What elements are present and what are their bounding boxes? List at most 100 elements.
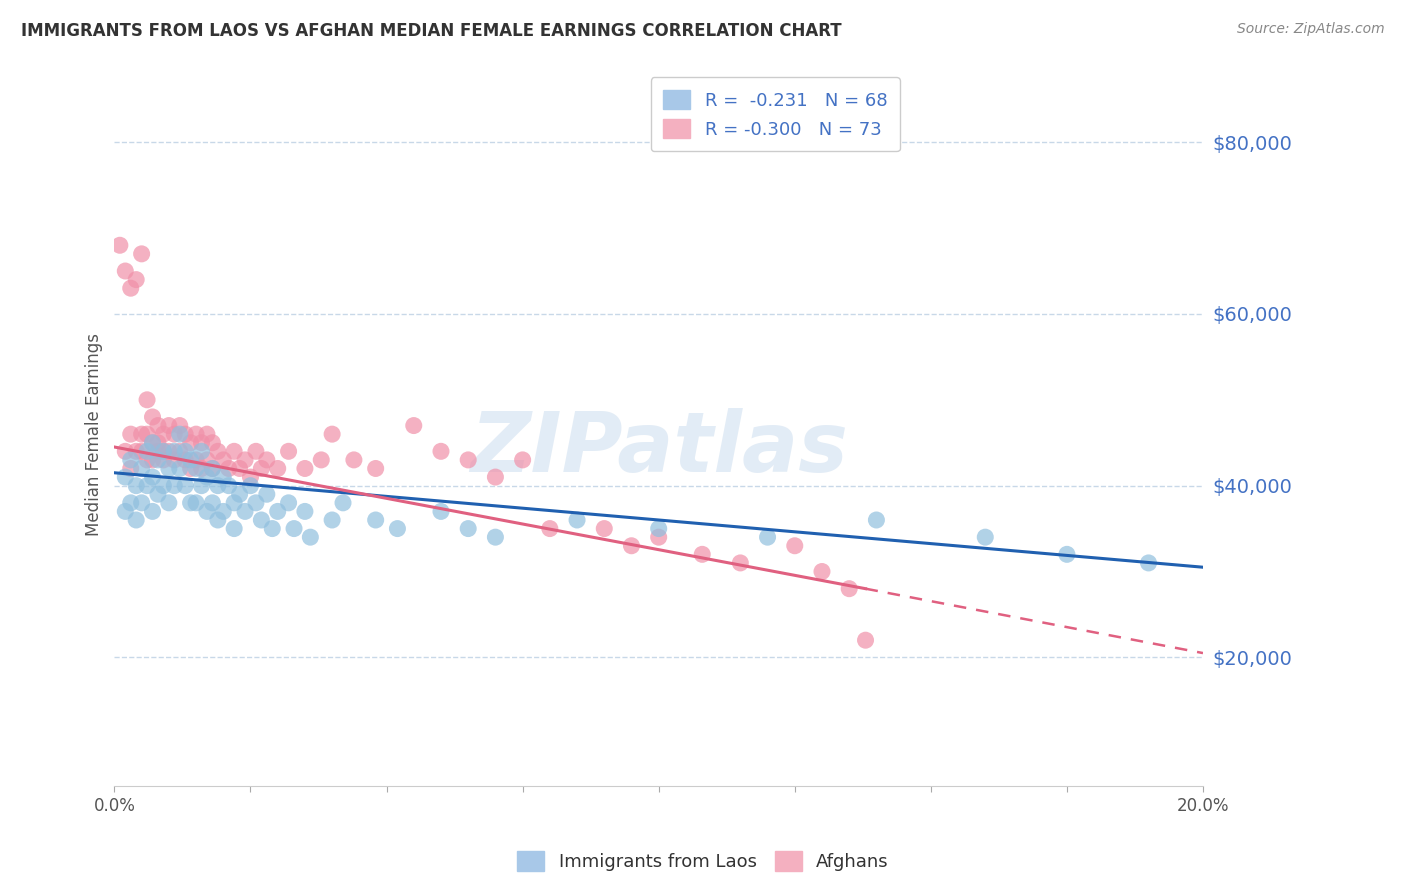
Point bbox=[239, 470, 262, 484]
Point bbox=[201, 461, 224, 475]
Point bbox=[402, 418, 425, 433]
Point bbox=[224, 496, 246, 510]
Point bbox=[125, 478, 148, 492]
Point bbox=[811, 565, 834, 579]
Point bbox=[195, 470, 218, 484]
Point bbox=[783, 539, 806, 553]
Point bbox=[228, 487, 250, 501]
Point bbox=[141, 470, 163, 484]
Point bbox=[184, 496, 207, 510]
Point bbox=[262, 522, 284, 536]
Point bbox=[146, 444, 169, 458]
Point bbox=[169, 444, 191, 458]
Point bbox=[190, 478, 212, 492]
Point bbox=[146, 487, 169, 501]
Point bbox=[245, 496, 267, 510]
Point bbox=[838, 582, 860, 596]
Point bbox=[228, 461, 250, 475]
Point bbox=[120, 281, 142, 295]
Point bbox=[120, 427, 142, 442]
Point bbox=[157, 461, 180, 475]
Point bbox=[299, 530, 322, 544]
Point bbox=[201, 435, 224, 450]
Point bbox=[294, 504, 316, 518]
Point bbox=[224, 522, 246, 536]
Point bbox=[364, 461, 387, 475]
Y-axis label: Median Female Earnings: Median Female Earnings bbox=[86, 333, 103, 536]
Point bbox=[190, 435, 212, 450]
Point bbox=[180, 461, 202, 475]
Point bbox=[212, 470, 235, 484]
Point bbox=[163, 478, 186, 492]
Point bbox=[125, 513, 148, 527]
Text: IMMIGRANTS FROM LAOS VS AFGHAN MEDIAN FEMALE EARNINGS CORRELATION CHART: IMMIGRANTS FROM LAOS VS AFGHAN MEDIAN FE… bbox=[21, 22, 842, 40]
Point bbox=[974, 530, 997, 544]
Point bbox=[108, 238, 131, 252]
Point bbox=[321, 427, 343, 442]
Point bbox=[136, 427, 159, 442]
Point bbox=[218, 478, 240, 492]
Point bbox=[152, 427, 174, 442]
Point bbox=[169, 427, 191, 442]
Point bbox=[125, 444, 148, 458]
Point bbox=[141, 504, 163, 518]
Point bbox=[647, 530, 669, 544]
Point bbox=[430, 504, 453, 518]
Point bbox=[484, 470, 506, 484]
Point bbox=[277, 496, 299, 510]
Point bbox=[207, 478, 229, 492]
Point bbox=[120, 453, 142, 467]
Point bbox=[180, 435, 202, 450]
Point bbox=[593, 522, 616, 536]
Point bbox=[457, 453, 479, 467]
Point bbox=[343, 453, 366, 467]
Point bbox=[190, 461, 212, 475]
Point bbox=[184, 453, 207, 467]
Point bbox=[180, 453, 202, 467]
Point bbox=[114, 470, 136, 484]
Point bbox=[141, 453, 163, 467]
Point bbox=[512, 453, 534, 467]
Point bbox=[1056, 547, 1078, 561]
Point bbox=[690, 547, 713, 561]
Point bbox=[1137, 556, 1160, 570]
Point bbox=[855, 633, 877, 648]
Point bbox=[865, 513, 887, 527]
Point bbox=[184, 461, 207, 475]
Point bbox=[152, 444, 174, 458]
Point bbox=[250, 513, 273, 527]
Point bbox=[430, 444, 453, 458]
Point bbox=[730, 556, 752, 570]
Point bbox=[131, 444, 153, 458]
Point bbox=[233, 453, 256, 467]
Point bbox=[267, 461, 290, 475]
Point bbox=[136, 478, 159, 492]
Point bbox=[309, 453, 332, 467]
Point bbox=[114, 264, 136, 278]
Point bbox=[174, 453, 197, 467]
Point bbox=[201, 461, 224, 475]
Point bbox=[152, 478, 174, 492]
Point bbox=[538, 522, 561, 536]
Point bbox=[131, 427, 153, 442]
Point bbox=[212, 453, 235, 467]
Point bbox=[224, 444, 246, 458]
Point bbox=[195, 504, 218, 518]
Point bbox=[212, 504, 235, 518]
Point bbox=[756, 530, 779, 544]
Point bbox=[157, 418, 180, 433]
Point bbox=[157, 496, 180, 510]
Point bbox=[131, 461, 153, 475]
Point bbox=[174, 427, 197, 442]
Point bbox=[136, 444, 159, 458]
Point bbox=[256, 453, 278, 467]
Point bbox=[283, 522, 305, 536]
Point bbox=[136, 453, 159, 467]
Point bbox=[239, 478, 262, 492]
Point bbox=[321, 513, 343, 527]
Point bbox=[387, 522, 409, 536]
Point bbox=[207, 444, 229, 458]
Point bbox=[131, 496, 153, 510]
Point bbox=[146, 453, 169, 467]
Point bbox=[163, 453, 186, 467]
